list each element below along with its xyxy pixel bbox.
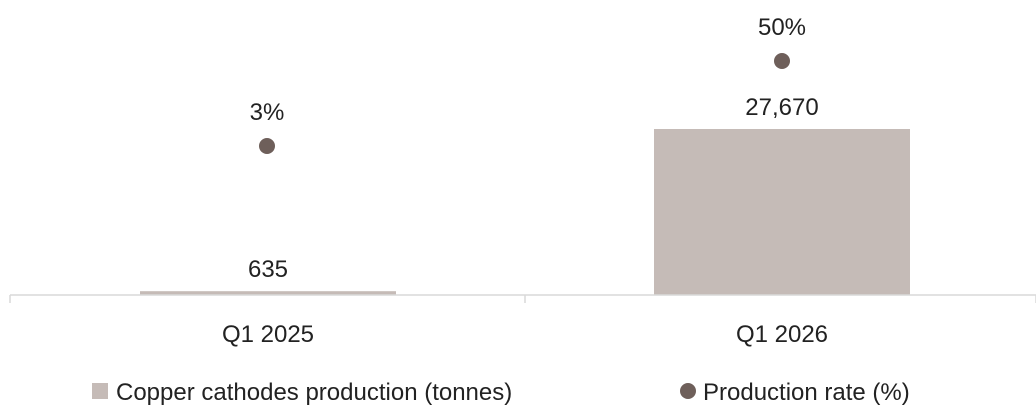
legend-label-point: Production rate (%)	[703, 379, 910, 406]
legend-swatch-point	[680, 383, 696, 399]
rate-point	[259, 138, 275, 154]
bar	[140, 291, 396, 295]
x-tick-label: Q1 2025	[222, 321, 314, 348]
bar	[654, 129, 910, 295]
x-tick-label: Q1 2026	[736, 321, 828, 348]
rate-data-label: 50%	[758, 14, 806, 41]
rate-data-label: 3%	[250, 99, 285, 126]
legend-label-bar: Copper cathodes production (tonnes)	[116, 379, 512, 406]
rate-point	[774, 53, 790, 69]
bar-data-label: 27,670	[745, 94, 818, 121]
legend-swatch-bar	[92, 383, 108, 399]
bar-data-label: 635	[248, 256, 288, 283]
